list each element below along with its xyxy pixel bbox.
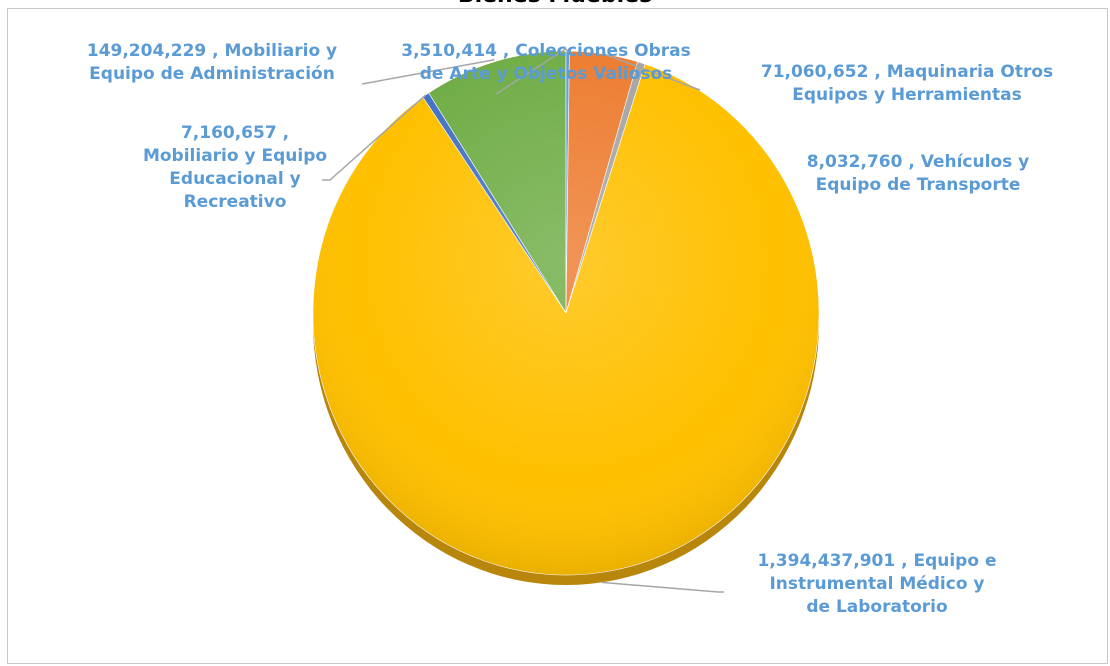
data-label-vehiculos: 8,032,760 , Vehículos y Equipo de Transp…	[788, 151, 1048, 197]
data-label-educacional: 7,160,657 , Mobiliario y Equipo Educacio…	[120, 122, 350, 214]
data-label-medico: 1,394,437,901 , Equipo e Instrumental Mé…	[722, 550, 1032, 619]
leader-line-4	[602, 582, 724, 592]
data-label-administracion: 149,204,229 , Mobiliario y Equipo de Adm…	[62, 40, 362, 86]
data-label-maquinaria: 71,060,652 , Maquinaria Otros Equipos y …	[712, 61, 1102, 107]
data-label-colecciones: 3,510,414 , Colecciones Obras de Arte y …	[364, 40, 728, 86]
